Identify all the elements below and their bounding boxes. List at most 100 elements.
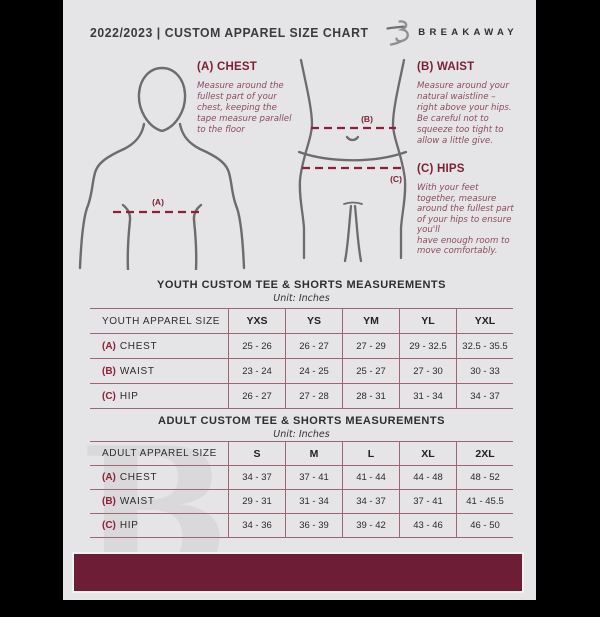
adult-section-title: ADULT CUSTOM TEE & SHORTS MEASUREMENTS xyxy=(158,415,445,427)
table-header-row: ADULT APPAREL SIZE S M L XL 2XL xyxy=(90,441,513,465)
measurement-value-cell: 27 - 28 xyxy=(285,384,342,408)
row-label-cell: (A) CHEST xyxy=(90,334,228,358)
measurement-value-cell: 31 - 34 xyxy=(399,384,456,408)
size-column-header: YXL xyxy=(456,309,513,333)
size-chart-page: 2022/2023 | CUSTOM APPAREL SIZE CHART BR… xyxy=(63,0,537,602)
measurement-row: (A) CHEST 34 - 37 37 - 41 41 - 44 44 - 48 48 -… xyxy=(90,465,513,489)
chest-guide: (A) CHEST Measure around the fullest par… xyxy=(197,61,317,136)
hips-guide-body: With your feet together, measure around … xyxy=(417,183,514,256)
measurement-value-cell: 29 - 32.5 xyxy=(399,334,456,358)
footer-bar xyxy=(72,552,524,593)
row-label-header: ADULT APPAREL SIZE xyxy=(102,448,217,459)
size-column-header: M xyxy=(285,442,342,465)
hip-marker-label: (C) xyxy=(390,174,402,184)
measurement-row: (C) HIP 26 - 27 27 - 28 28 - 31 31 - 34 34 - 3… xyxy=(90,383,513,408)
waistband-curve xyxy=(297,150,408,162)
navel-mark xyxy=(345,135,360,142)
right-armpit-line xyxy=(192,203,203,270)
row-label-text: CHEST xyxy=(119,340,158,352)
measurement-value-cell: 34 - 37 xyxy=(456,384,513,408)
row-label-text: CHEST xyxy=(119,472,158,483)
measurement-value-cell: 43 - 46 xyxy=(399,514,456,537)
measurement-value-cell: 44 - 48 xyxy=(399,466,456,489)
adult-section-header: ADULT CUSTOM TEE & SHORTS MEASUREMENTS U… xyxy=(90,415,513,440)
waist-guide: (B) WAIST Measure around your natural wa… xyxy=(417,61,531,147)
measurement-value-cell: 37 - 41 xyxy=(285,466,342,489)
measurement-value-cell: 24 - 25 xyxy=(285,359,342,383)
row-label-text: WAIST xyxy=(119,365,155,377)
size-column-header: YS xyxy=(285,309,342,333)
right-side-outline xyxy=(391,58,407,260)
row-label-prefix: (C) xyxy=(102,520,116,531)
hips-guide: (C) HIPS With your feet together, measur… xyxy=(417,163,537,257)
size-column-header: L xyxy=(342,442,399,465)
right-shoulder-arm xyxy=(178,122,246,270)
table-header-row: YOUTH APPAREL SIZE YXS YS YM YL YXL xyxy=(90,308,513,333)
youth-section-header: YOUTH CUSTOM TEE & SHORTS MEASUREMENTS U… xyxy=(90,279,513,304)
size-column-header: S xyxy=(228,442,285,465)
brand-name: BREAKAWAY xyxy=(418,26,518,38)
size-column-header: YL xyxy=(399,309,456,333)
measurement-value-cell: 26 - 27 xyxy=(228,384,285,408)
measurement-value-cell: 23 - 24 xyxy=(228,359,285,383)
row-label-cell: (B) WAIST xyxy=(90,359,228,383)
waist-hip-figure: (B) (C) xyxy=(297,58,408,263)
adult-unit-label: Unit: Inches xyxy=(273,429,330,440)
measurement-value-cell: 27 - 29 xyxy=(342,334,399,358)
chest-guide-heading: (A) CHEST xyxy=(197,61,257,73)
row-label-prefix: (B) xyxy=(102,496,116,507)
chest-marker-label: (A) xyxy=(152,197,164,207)
row-label-text: HIP xyxy=(119,390,139,402)
measurement-value-cell: 31 - 34 xyxy=(285,490,342,513)
adult-size-table: ADULT APPAREL SIZE S M L XL 2XL (A) CHEST 34 - 3… xyxy=(90,441,513,538)
row-label-text: HIP xyxy=(119,520,139,531)
size-chart-canvas: { "header": { "title": "2022/2023 | CUST… xyxy=(63,0,537,602)
measurement-value-cell: 29 - 31 xyxy=(228,490,285,513)
measurement-value-cell: 25 - 27 xyxy=(342,359,399,383)
left-side-outline xyxy=(298,58,314,260)
inner-left-leg xyxy=(343,204,353,263)
measurement-value-cell: 28 - 31 xyxy=(342,384,399,408)
youth-size-table: YOUTH APPAREL SIZE YXS YS YM YL YXL (A) CHEST 25… xyxy=(90,308,513,409)
youth-section-title: YOUTH CUSTOM TEE & SHORTS MEASUREMENTS xyxy=(157,279,446,291)
page-title: 2022/2023 | CUSTOM APPAREL SIZE CHART xyxy=(90,24,369,40)
row-label-cell: (C) HIP xyxy=(90,384,228,408)
measurement-value-cell: 41 - 44 xyxy=(342,466,399,489)
waist-marker-label: (B) xyxy=(361,114,373,124)
measurement-value-cell: 32.5 - 35.5 xyxy=(456,334,513,358)
page-header: 2022/2023 | CUSTOM APPAREL SIZE CHART BR… xyxy=(90,19,518,46)
measurement-row: (B) WAIST 29 - 31 31 - 34 34 - 37 37 - 41 41 -… xyxy=(90,489,513,513)
row-label-header: YOUTH APPAREL SIZE xyxy=(102,315,221,327)
measurement-value-cell: 25 - 26 xyxy=(228,334,285,358)
breakaway-b-logo-icon xyxy=(386,19,410,46)
measurement-value-cell: 30 - 33 xyxy=(456,359,513,383)
measurement-value-cell: 46 - 50 xyxy=(456,514,513,537)
row-label-cell: (C) HIP xyxy=(90,514,228,537)
waist-guide-body: Measure around your natural waistline – … xyxy=(417,81,512,146)
hips-guide-heading: (C) HIPS xyxy=(417,163,465,175)
size-column-header: YM xyxy=(342,309,399,333)
row-label-text: WAIST xyxy=(119,496,155,507)
measurement-row: (B) WAIST 23 - 24 24 - 25 25 - 27 27 - 30 30 -… xyxy=(90,358,513,383)
row-label-prefix: (B) xyxy=(102,365,116,377)
waist-guide-heading: (B) WAIST xyxy=(417,61,475,73)
head-outline xyxy=(137,66,187,133)
row-label-cell: (B) WAIST xyxy=(90,490,228,513)
row-label-cell: (A) CHEST xyxy=(90,466,228,489)
chest-guide-body: Measure around the fullest part of your … xyxy=(197,81,292,135)
inner-right-leg xyxy=(353,204,363,263)
measurement-value-cell: 36 - 39 xyxy=(285,514,342,537)
chest-figure: (A) xyxy=(78,66,246,270)
measurement-row: (A) CHEST 25 - 26 26 - 27 27 - 29 29 - 32.5 32… xyxy=(90,333,513,358)
measurement-value-cell: 39 - 42 xyxy=(342,514,399,537)
measurement-value-cell: 34 - 37 xyxy=(228,466,285,489)
crotch-curve xyxy=(343,201,363,205)
row-label-prefix: (A) xyxy=(102,472,116,483)
left-armpit-line xyxy=(121,203,132,270)
left-shoulder-arm xyxy=(78,122,146,270)
measurement-value-cell: 27 - 30 xyxy=(399,359,456,383)
size-column-header: YXS xyxy=(228,309,285,333)
measurement-row: (C) HIP 34 - 36 36 - 39 39 - 42 43 - 46 46 - 5… xyxy=(90,513,513,537)
measurement-value-cell: 26 - 27 xyxy=(285,334,342,358)
measurement-value-cell: 48 - 52 xyxy=(456,466,513,489)
